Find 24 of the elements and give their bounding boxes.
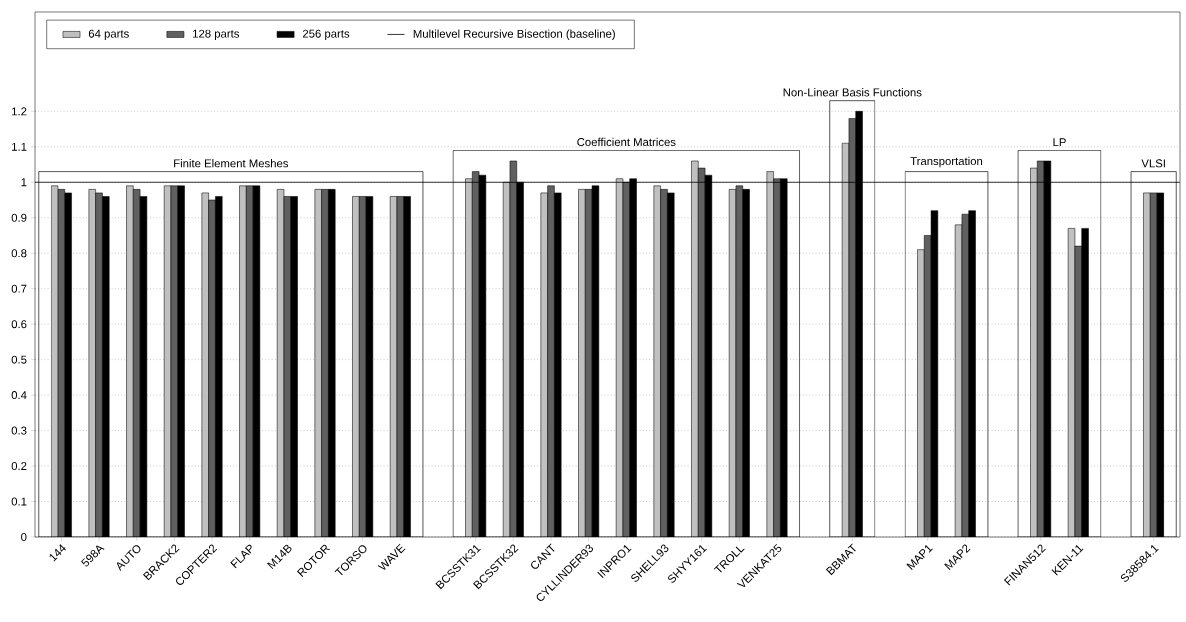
legend-label: Multilevel Recursive Bisection (baseline) [413,29,615,41]
y-tick-label: 0.3 [11,426,27,435]
annotation: LP [1053,138,1066,147]
y-tick-label: 0.1 [11,497,27,506]
annotation: Transportation [910,156,983,168]
y-tick-label: 0.9 [11,213,27,222]
y-tick-label: 0.5 [11,355,27,364]
y-tick-label: 1.1 [12,142,27,151]
y-tick-label: 0 [21,533,27,542]
legend-label: 128 parts [193,29,240,40]
annotation: Coefficient Matrices [577,137,676,147]
y-tick-label: 1.2 [12,107,27,116]
legend-label: 256 parts [302,29,350,40]
x-tick-label: 144 [49,544,66,562]
y-tick-label: 0.2 [11,462,27,471]
y-tick-label: 1 [21,178,27,187]
annotation: VLSI [1141,159,1165,168]
y-tick-label: 0.7 [11,284,27,293]
y-tick-label: 0.8 [11,249,27,258]
y-tick-label: 0.6 [11,320,27,329]
legend-label: 64 parts [88,29,129,40]
y-tick-label: 0.4 [11,391,27,400]
annotation: Finite Element Meshes [174,159,289,168]
annotation: Non-Linear Basis Functions [783,88,922,97]
